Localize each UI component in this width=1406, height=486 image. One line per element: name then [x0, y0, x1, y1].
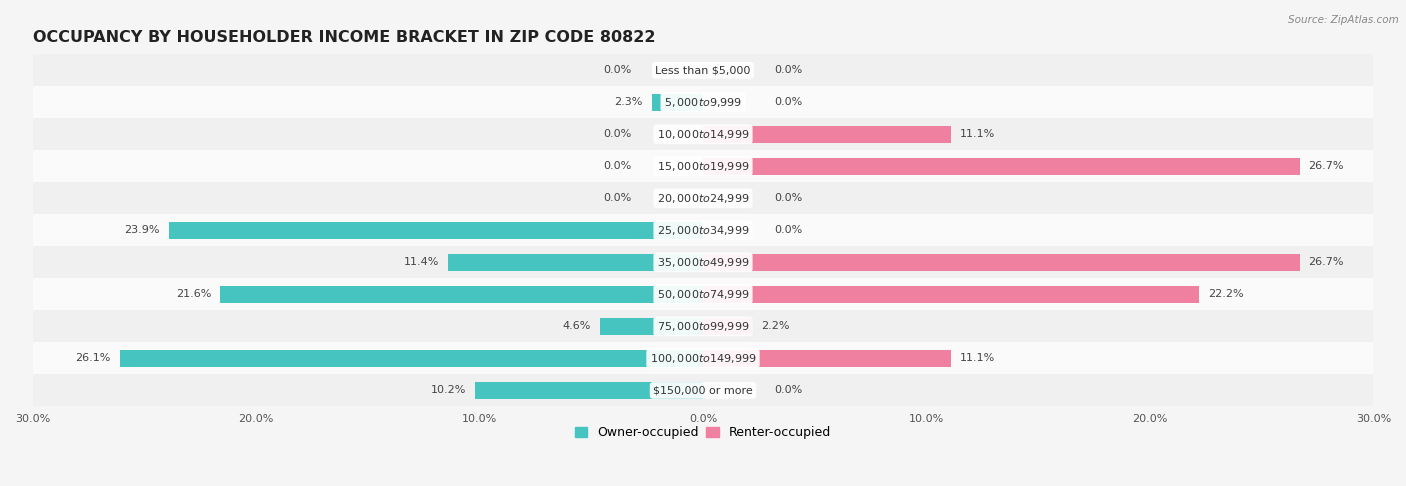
Bar	[703, 254, 1299, 271]
Bar	[32, 118, 1374, 150]
Text: 26.7%: 26.7%	[1309, 258, 1344, 267]
Text: $50,000 to $74,999: $50,000 to $74,999	[657, 288, 749, 301]
Text: $20,000 to $24,999: $20,000 to $24,999	[657, 192, 749, 205]
Bar	[32, 246, 1374, 278]
Bar	[120, 349, 703, 367]
Text: $15,000 to $19,999: $15,000 to $19,999	[657, 160, 749, 173]
Bar	[703, 349, 950, 367]
Text: 26.1%: 26.1%	[76, 353, 111, 364]
Text: 0.0%: 0.0%	[775, 193, 803, 203]
Bar	[32, 311, 1374, 343]
Bar	[703, 286, 1199, 303]
Bar	[32, 54, 1374, 87]
Bar	[600, 318, 703, 335]
Text: 22.2%: 22.2%	[1208, 289, 1244, 299]
Bar	[32, 214, 1374, 246]
Bar	[32, 182, 1374, 214]
Text: 23.9%: 23.9%	[125, 226, 160, 235]
Text: 0.0%: 0.0%	[775, 385, 803, 396]
Text: 2.2%: 2.2%	[761, 321, 790, 331]
Text: 0.0%: 0.0%	[603, 65, 631, 75]
Text: 21.6%: 21.6%	[176, 289, 211, 299]
Text: 0.0%: 0.0%	[775, 226, 803, 235]
Text: 26.7%: 26.7%	[1309, 161, 1344, 172]
Bar	[651, 93, 703, 111]
Text: $5,000 to $9,999: $5,000 to $9,999	[664, 96, 742, 109]
Legend: Owner-occupied, Renter-occupied: Owner-occupied, Renter-occupied	[569, 421, 837, 444]
Bar	[703, 157, 1299, 175]
Bar	[32, 374, 1374, 406]
Text: $75,000 to $99,999: $75,000 to $99,999	[657, 320, 749, 333]
Text: $25,000 to $34,999: $25,000 to $34,999	[657, 224, 749, 237]
Bar	[32, 150, 1374, 182]
Text: 10.2%: 10.2%	[430, 385, 467, 396]
Text: 0.0%: 0.0%	[775, 97, 803, 107]
Bar	[32, 343, 1374, 374]
Text: $150,000 or more: $150,000 or more	[654, 385, 752, 396]
Text: OCCUPANCY BY HOUSEHOLDER INCOME BRACKET IN ZIP CODE 80822: OCCUPANCY BY HOUSEHOLDER INCOME BRACKET …	[32, 30, 655, 45]
Text: 0.0%: 0.0%	[603, 161, 631, 172]
Bar	[32, 87, 1374, 118]
Text: 11.4%: 11.4%	[404, 258, 439, 267]
Bar	[703, 125, 950, 143]
Text: 11.1%: 11.1%	[960, 129, 995, 139]
Bar	[169, 222, 703, 239]
Bar	[221, 286, 703, 303]
Text: 11.1%: 11.1%	[960, 353, 995, 364]
Text: 0.0%: 0.0%	[603, 193, 631, 203]
Text: 2.3%: 2.3%	[614, 97, 643, 107]
Text: 0.0%: 0.0%	[603, 129, 631, 139]
Text: Less than $5,000: Less than $5,000	[655, 65, 751, 75]
Text: 4.6%: 4.6%	[562, 321, 592, 331]
Bar	[703, 318, 752, 335]
Text: Source: ZipAtlas.com: Source: ZipAtlas.com	[1288, 15, 1399, 25]
Bar	[475, 382, 703, 399]
Bar	[32, 278, 1374, 311]
Text: $35,000 to $49,999: $35,000 to $49,999	[657, 256, 749, 269]
Bar	[449, 254, 703, 271]
Text: $100,000 to $149,999: $100,000 to $149,999	[650, 352, 756, 365]
Text: 0.0%: 0.0%	[775, 65, 803, 75]
Text: $10,000 to $14,999: $10,000 to $14,999	[657, 128, 749, 141]
